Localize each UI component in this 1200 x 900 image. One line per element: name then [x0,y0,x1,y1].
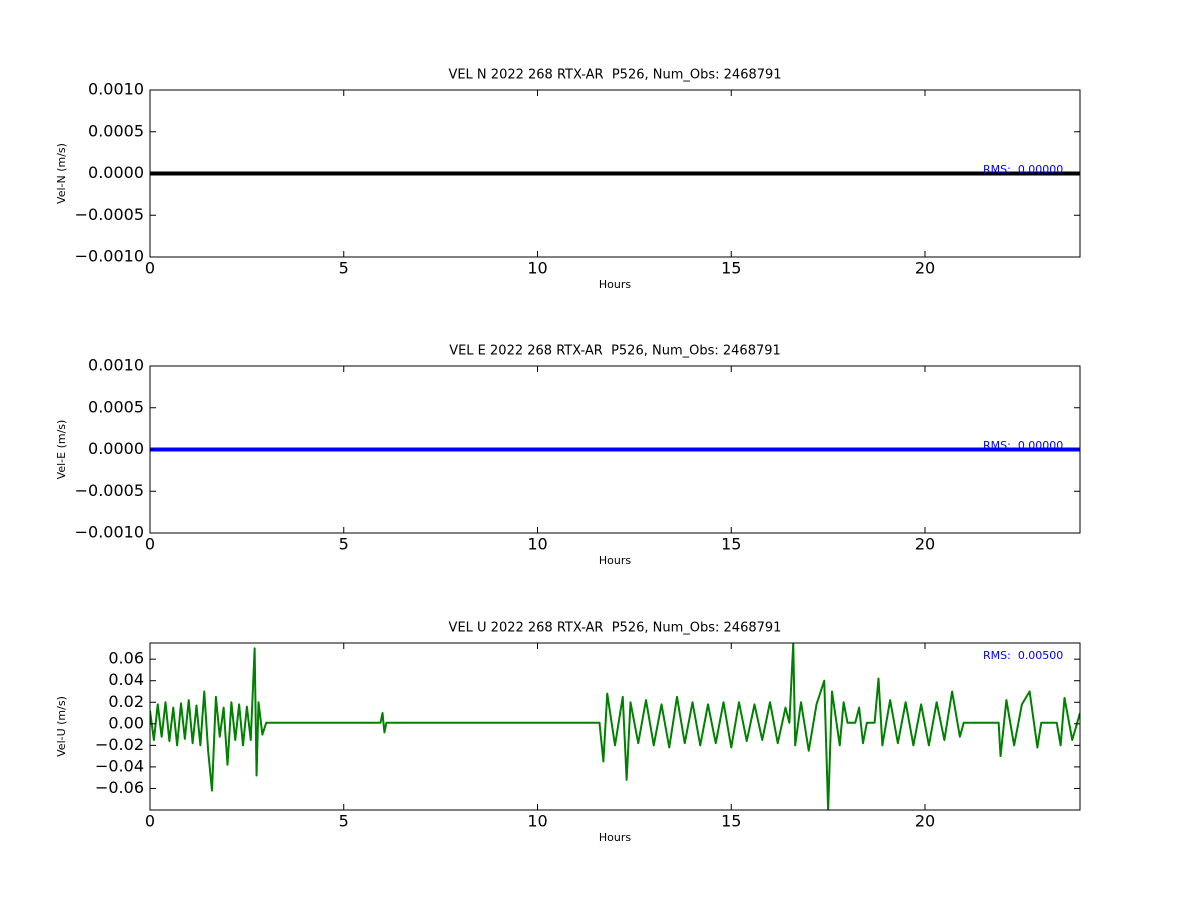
y-tick-label: 0.0000 [88,163,144,182]
y-tick-label: 0.06 [108,649,144,668]
y-tick-label: −0.02 [95,735,144,754]
y-tick-label: 0.0010 [88,356,144,375]
y-axis-label: Vel-E (m/s) [55,420,68,480]
y-tick-label: −0.04 [95,756,144,775]
y-tick-label: −0.06 [95,778,144,797]
x-tick-label: 0 [145,259,155,278]
x-tick-label: 15 [721,535,741,554]
x-tick-label: 20 [915,259,935,278]
x-tick-label: 5 [339,535,349,554]
y-axis-label: Vel-N (m/s) [55,143,68,204]
rms-annotation: RMS: 0.00500 [983,649,1063,662]
x-axis-label: Hours [599,278,631,291]
subplot-title: VEL N 2022 268 RTX-AR P526, Num_Obs: 246… [448,68,781,83]
y-tick-label: 0.0010 [88,80,144,99]
rms-annotation: RMS: 0.00000 [983,163,1063,176]
x-tick-label: 10 [527,535,547,554]
y-tick-label: −0.0010 [75,523,144,542]
x-tick-label: 15 [721,259,741,278]
x-tick-label: 5 [339,812,349,831]
y-tick-label: 0.00 [108,713,144,732]
x-tick-label: 15 [721,812,741,831]
rms-annotation: RMS: 0.00000 [983,439,1063,452]
y-tick-label: 0.02 [108,692,144,711]
plot-frame [149,89,1081,258]
x-tick-label: 20 [915,812,935,831]
y-tick-label: 0.0000 [88,439,144,458]
plot-frame [149,365,1081,534]
y-tick-label: −0.0010 [75,247,144,266]
x-axis-label: Hours [599,554,631,567]
y-tick-label: 0.0005 [88,121,144,140]
data-line [150,643,1080,810]
subplot-title: VEL E 2022 268 RTX-AR P526, Num_Obs: 246… [449,344,781,359]
plot-frame [149,642,1081,811]
x-tick-label: 10 [527,812,547,831]
x-axis-label: Hours [599,831,631,844]
x-tick-label: 5 [339,259,349,278]
x-tick-label: 0 [145,812,155,831]
y-axis-label: Vel-U (m/s) [55,696,68,757]
x-tick-label: 10 [527,259,547,278]
y-tick-label: −0.0005 [75,205,144,224]
y-tick-label: 0.04 [108,670,144,689]
x-tick-label: 20 [915,535,935,554]
subplot-title: VEL U 2022 268 RTX-AR P526, Num_Obs: 246… [449,621,782,636]
y-tick-label: 0.0005 [88,397,144,416]
x-tick-label: 0 [145,535,155,554]
y-tick-label: −0.0005 [75,481,144,500]
